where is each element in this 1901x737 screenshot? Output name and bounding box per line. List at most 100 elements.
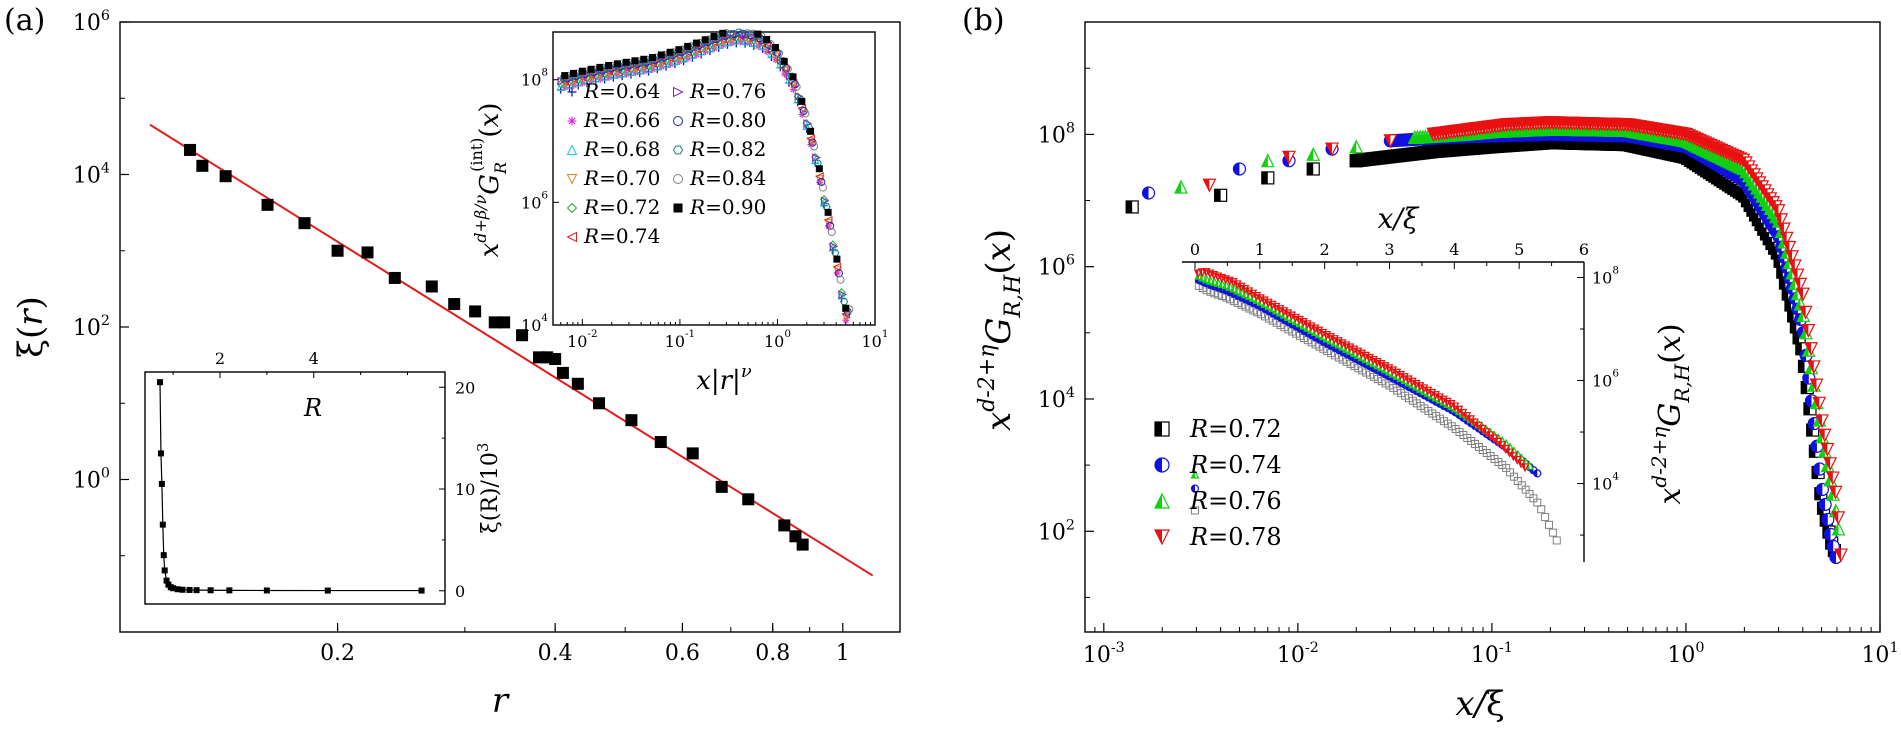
marker-fill <box>1498 441 1502 449</box>
data-point <box>719 29 727 37</box>
inset-a2-ticks: 10-2 10-1 100 101 104 106 108 <box>521 67 888 351</box>
marker-fill <box>1756 180 1763 193</box>
data-point <box>1809 378 1824 393</box>
marker-fill <box>1815 414 1822 427</box>
data-point <box>361 246 374 259</box>
legend-label: R=0.66 <box>583 108 660 132</box>
inset-y-tick-label: 106 <box>1592 368 1619 391</box>
data-point <box>725 30 735 38</box>
inset-data-point <box>1190 506 1199 515</box>
marker-fill <box>1194 269 1199 277</box>
data-point <box>840 298 849 306</box>
data-point <box>448 298 461 311</box>
marker-fill <box>1767 196 1774 209</box>
marker-fill <box>1739 156 1746 169</box>
marker-fill <box>1377 360 1382 368</box>
data-point <box>1823 457 1838 472</box>
data-point <box>1815 482 1829 497</box>
marker-fill <box>1832 522 1839 535</box>
data-point <box>837 290 846 300</box>
marker-fill <box>1824 528 1831 541</box>
marker-fill <box>1358 350 1362 358</box>
marker-fill <box>1517 460 1522 468</box>
data-point <box>1141 186 1156 200</box>
inset-data-point <box>157 379 163 386</box>
data-point <box>740 36 750 45</box>
marker-fill <box>1802 372 1809 385</box>
legend-marker <box>673 203 683 213</box>
marker-fill <box>1482 428 1487 436</box>
marker-fill <box>1505 449 1510 457</box>
data-point <box>657 51 665 59</box>
marker-fill <box>1373 358 1378 366</box>
inset-a2-ylabel: xd+β/νGR(int)(x) <box>467 103 510 258</box>
marker-fill <box>1795 342 1802 355</box>
legend-label: R=0.80 <box>689 108 766 132</box>
marker-fill <box>1761 198 1768 211</box>
x-tick-label: 10-3 <box>1083 640 1125 668</box>
data-point <box>1383 134 1398 149</box>
panel-a-marks <box>149 123 874 577</box>
marker-fill <box>1748 168 1755 181</box>
data-point <box>842 304 850 312</box>
legend-label: R=0.90 <box>689 195 766 219</box>
legend-marker <box>567 87 577 97</box>
inset-x-tick-label: 2 <box>215 349 225 368</box>
data-point <box>692 39 700 47</box>
data-point <box>763 36 771 44</box>
data-point <box>815 165 823 173</box>
data-point <box>1798 305 1813 320</box>
marker-fill <box>1816 483 1823 496</box>
legend-marker <box>673 116 683 126</box>
marker-fill <box>1810 379 1817 392</box>
x-tick-label: 0.6 <box>665 641 700 666</box>
marker-fill <box>1775 225 1782 238</box>
data-point <box>625 414 638 427</box>
marker-fill <box>1381 362 1385 370</box>
y-tick-label: 102 <box>73 313 110 341</box>
marker-fill <box>1330 335 1335 343</box>
data-point <box>1125 200 1139 214</box>
legend-label: R=0.74 <box>583 224 660 248</box>
marker-fill <box>1365 354 1370 362</box>
marker-fill <box>1826 472 1833 485</box>
inset-x-tick-label: 0 <box>1190 240 1200 259</box>
marker-fill <box>1126 200 1133 213</box>
marker-fill <box>1809 445 1816 458</box>
legend-marker <box>566 144 578 155</box>
marker-fill <box>1214 273 1218 281</box>
marker-fill <box>1237 283 1242 291</box>
inset-data-point <box>1544 520 1553 529</box>
marker-fill <box>1210 278 1215 286</box>
inset-data-point <box>1520 463 1530 473</box>
svg-text:ξ(R)/103: ξ(R)/103 <box>474 443 503 534</box>
svg-text:xd+β/νGR(int)(x): xd+β/νGR(int)(x) <box>467 103 510 258</box>
data-point <box>571 377 584 390</box>
marker-fill <box>1740 165 1747 178</box>
marker-fill <box>1805 394 1812 407</box>
data-point <box>388 271 401 284</box>
marker-fill <box>1155 530 1162 544</box>
marker-fill <box>1295 316 1300 324</box>
data-point <box>605 61 613 69</box>
y-tick-label: 102 <box>1038 517 1075 545</box>
marker-fill <box>1261 171 1268 184</box>
inset-x-tick-label: 2 <box>1320 240 1330 259</box>
inset-data-point <box>207 587 214 594</box>
data-point <box>799 106 808 115</box>
data-point <box>749 38 759 48</box>
data-point <box>838 290 848 299</box>
marker-fill <box>1827 540 1834 553</box>
data-point <box>824 208 832 216</box>
marker-fill <box>1737 162 1744 175</box>
inset-data-point <box>170 585 177 592</box>
data-point <box>1831 511 1846 526</box>
data-point <box>549 353 562 366</box>
inset-data-point <box>161 567 168 574</box>
marker-fill <box>1521 463 1525 471</box>
legend-label: R=0.72 <box>1189 415 1282 443</box>
marker-fill <box>1829 551 1836 564</box>
marker-fill <box>1207 277 1211 285</box>
inset-x-tick-label: 3 <box>1384 240 1394 259</box>
marker-fill <box>1233 162 1240 175</box>
